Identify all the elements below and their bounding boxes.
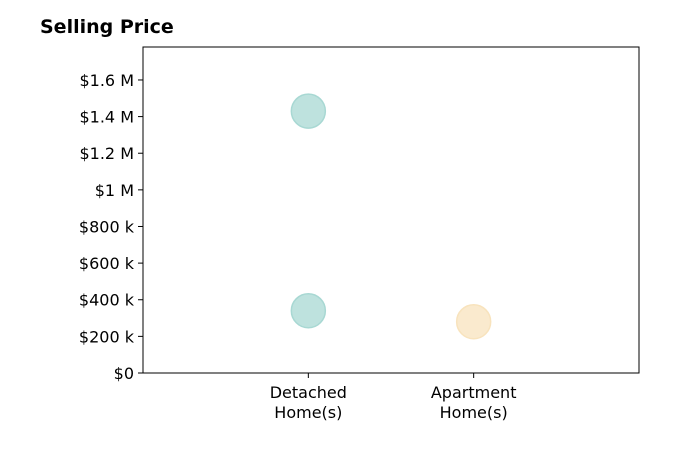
y-tick-label: $0 bbox=[114, 364, 134, 383]
y-tick-label: $600 k bbox=[79, 254, 135, 273]
data-point bbox=[455, 303, 492, 340]
x-tick-label-line2: Home(s) bbox=[274, 403, 342, 422]
y-tick-label: $1.2 M bbox=[79, 144, 134, 163]
plot-frame bbox=[142, 46, 640, 374]
data-point bbox=[290, 292, 327, 329]
y-axis: $0 $200 k $400 k $600 k $800 k $1 M $1.2 M $1.4… bbox=[79, 71, 143, 383]
y-tick-label: $400 k bbox=[79, 291, 135, 310]
data-point bbox=[290, 93, 327, 129]
y-tick-label: $1 M bbox=[95, 181, 134, 200]
x-tick-label-line2: Home(s) bbox=[440, 403, 508, 422]
chart-title: Selling Price bbox=[40, 16, 174, 38]
y-tick-label: $200 k bbox=[79, 327, 135, 346]
data-points bbox=[290, 93, 492, 340]
x-tick-label-line1: Apartment bbox=[431, 383, 517, 402]
x-tick-label-line1: Detached bbox=[270, 383, 347, 402]
y-tick-label: $1.6 M bbox=[79, 71, 134, 90]
y-tick-label: $800 k bbox=[79, 217, 135, 236]
y-tick-label: $1.4 M bbox=[79, 108, 134, 127]
